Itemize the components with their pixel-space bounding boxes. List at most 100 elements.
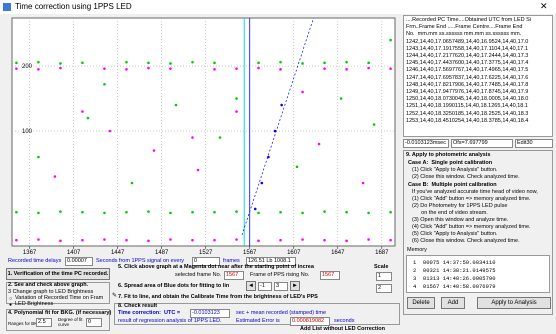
data-point (279, 210, 282, 214)
list-header: Frm..Frame End .....Frame Centre....Fram… (406, 24, 523, 31)
data-point (15, 67, 18, 70)
case-b-step: (6) Close this window. Check analyzed ti… (412, 238, 520, 244)
memory-label: Memory (407, 247, 427, 253)
data-point (257, 211, 260, 215)
step8: 8. Check result (118, 303, 158, 309)
app-icon (3, 3, 11, 11)
data-point (59, 62, 62, 65)
option-2[interactable]: LED Brightness (15, 301, 54, 307)
data-point (301, 211, 304, 215)
data-point (267, 155, 270, 159)
case-a: Case A: Single point calibration (408, 160, 493, 166)
x-tick-label: 1647 (331, 250, 345, 256)
delete-button[interactable]: Delete (407, 297, 435, 309)
add-list[interactable]: Add List without LED Correction (300, 326, 385, 332)
data-point (15, 61, 18, 65)
step3: 3 Change graph to LED Brightness (8, 289, 94, 295)
frames-label: frames (223, 258, 240, 264)
data-point (253, 207, 257, 211)
step4-box (6, 309, 110, 331)
data-point (81, 210, 84, 214)
data-point (81, 61, 84, 65)
case-b-step: (1) Click "Add" button => memory analyze… (412, 196, 531, 202)
right-arrow[interactable]: ► (290, 281, 300, 291)
data-point (301, 238, 304, 241)
radio: ○ (9, 296, 13, 302)
frame-label: selected frame No. (175, 272, 222, 278)
data-point (257, 66, 260, 70)
data-point (103, 82, 106, 86)
data-point (367, 66, 370, 70)
err-value: 0.000819082 (290, 317, 330, 326)
data-point (260, 181, 264, 185)
list-header: ....Recorded PC Time....Obtained UTC fro… (406, 17, 532, 23)
data-point (389, 210, 392, 214)
spread-1: -1 (258, 282, 272, 291)
case-b-step: on the end of video stream. (412, 210, 488, 216)
data-point (15, 210, 18, 214)
list-row: 1250,14,40,18.0730045,14,40,18.0005,14,4… (406, 96, 529, 103)
list-row: 1251,14,40,18.1990115,14,40,18.1265,14,4… (406, 103, 528, 110)
radio: ● (9, 302, 13, 308)
step8-box (114, 303, 400, 325)
data-point (130, 181, 134, 185)
data-point (339, 97, 343, 100)
list-row: 1245,14,40,17.4437600,14,40,17.3775,14,4… (406, 60, 529, 67)
info-value: 126.51 Lb 1008.1 (246, 257, 296, 266)
data-point (389, 38, 392, 42)
data-point (235, 97, 238, 100)
data-point (125, 68, 128, 71)
case-a-step: (2) Close this window. Check analyzed ti… (412, 174, 520, 180)
data-point (361, 181, 365, 185)
pps-label: Frame of PPS rising No. (250, 272, 310, 278)
data-point (53, 175, 57, 178)
data-point (279, 60, 282, 64)
data-point (108, 129, 112, 133)
step1-button[interactable]: 1. Verification of the time PC recorded. (6, 268, 110, 280)
data-point (389, 67, 392, 70)
data-point (235, 238, 238, 241)
title-bar (0, 0, 556, 14)
window-title: Time correction using 1PPS LED (15, 2, 132, 11)
delay-value: 0.00007 (65, 257, 93, 266)
degree-label: Degree of fit curve (58, 317, 83, 327)
data-point (280, 103, 283, 107)
step2: 2. See and check above graph. (8, 282, 89, 288)
case-b-step: (4) Click "Add" button => memory analyze… (412, 224, 531, 230)
memory-row: 3 01313 14:40:26.0005790 (413, 275, 496, 282)
x-tick-label: 1567 (243, 250, 257, 256)
close-button[interactable]: ✕ (540, 1, 548, 11)
data-point (191, 238, 194, 242)
x-tick-label: 1367 (23, 250, 37, 256)
data-point (59, 239, 62, 243)
data-point (235, 210, 238, 213)
add-button[interactable]: Add (441, 297, 465, 309)
data-point (169, 238, 172, 241)
data-point (37, 211, 40, 215)
data-point (257, 239, 260, 243)
data-point (196, 168, 200, 172)
left-arrow[interactable]: ◄ (246, 281, 256, 291)
range-value: 2.5 (36, 318, 52, 327)
case-a-step: (1) Click "Apply to Analysis" button. (412, 167, 498, 173)
x-tick-label: 1607 (287, 250, 301, 256)
delay-label: Recorded time delays (8, 258, 62, 264)
data-point (37, 155, 40, 159)
data-point (169, 62, 172, 65)
x-tick-label: 1487 (155, 250, 169, 256)
apply-button[interactable]: Apply to Analysis (477, 297, 551, 309)
data-point (191, 60, 194, 64)
data-point (15, 238, 18, 242)
step6: 6. Spread area of Blue dots for fitting … (118, 283, 230, 289)
data-point (81, 110, 84, 113)
spread-2: 3 (274, 282, 288, 291)
data-point (81, 238, 84, 242)
data-point (147, 66, 150, 70)
data-point (86, 116, 90, 120)
edit-box: Edit30 (515, 139, 553, 148)
x-tick-label: 1447 (111, 250, 125, 256)
step2-box (6, 282, 110, 304)
option-1[interactable]: Variation of Recorded Time on Fram (15, 295, 104, 301)
data-point (147, 61, 150, 65)
data-point (37, 238, 40, 241)
